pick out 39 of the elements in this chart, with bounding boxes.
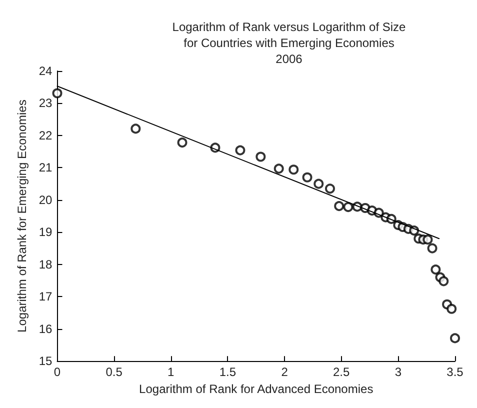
- point: [130, 124, 141, 134]
- chart-title: Logarithm of Rank versus Logarithm of Size for Countries with Emerging Economies 2006: [172, 20, 406, 66]
- point: [52, 88, 62, 98]
- point: [343, 202, 354, 212]
- y-tick-label: 20: [38, 192, 53, 207]
- point: [422, 234, 433, 245]
- y-tick-label: 15: [38, 354, 53, 368]
- y-tick-label: 16: [38, 322, 53, 336]
- point: [235, 145, 246, 156]
- x-tick-label: 0: [54, 365, 61, 380]
- point: [446, 304, 457, 314]
- x-tick-label: 1.5: [219, 365, 236, 380]
- y-tick-label: 18: [38, 257, 53, 272]
- y-tick-label: 23: [38, 96, 53, 110]
- point: [256, 152, 266, 162]
- x-tick-label: 2.5: [333, 365, 350, 380]
- point: [314, 178, 324, 189]
- y-tick-label: 24: [38, 64, 53, 78]
- point: [288, 164, 299, 175]
- y-tick-label: 21: [38, 160, 53, 175]
- y-tick-label: 17: [38, 290, 53, 304]
- x-tick-label: 3.5: [446, 365, 464, 380]
- point: [274, 164, 284, 174]
- point: [450, 333, 460, 344]
- point: [177, 138, 188, 148]
- point: [427, 243, 438, 254]
- point: [430, 264, 441, 275]
- point: [302, 172, 312, 182]
- x-tick-label: 3: [394, 365, 402, 380]
- point: [325, 184, 335, 194]
- x-tick-label: 1: [168, 365, 175, 380]
- x-axis-title: Logarithm of Rank for Advanced Economies: [139, 382, 374, 396]
- point: [438, 276, 449, 286]
- y-tick-label: 19: [38, 225, 53, 240]
- x-tick-label: 2: [281, 365, 288, 380]
- y-axis-title: Logarithm of Rank for Emerging Economies: [15, 100, 29, 332]
- x-tick-label: 0.5: [106, 365, 123, 380]
- y-tick-label: 22: [38, 128, 53, 142]
- point: [334, 201, 344, 212]
